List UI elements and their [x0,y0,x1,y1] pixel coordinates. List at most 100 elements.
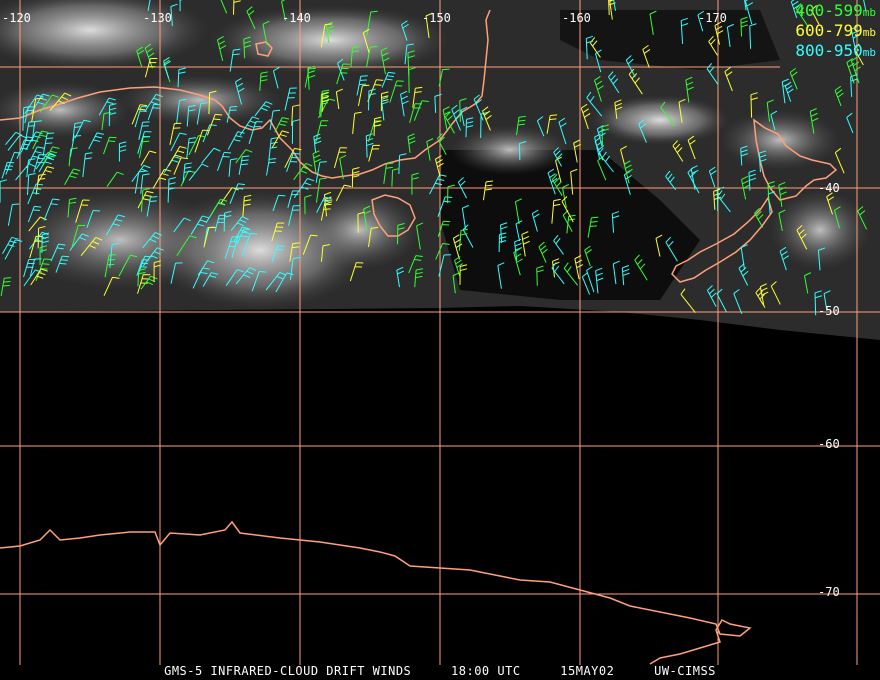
wind-barb-staff [595,270,599,294]
wind-barb-flag [597,155,604,162]
wind-barb-flag [153,97,161,101]
wind-barb-staff [137,270,140,287]
wind-barb-staff [140,275,152,290]
wind-barb-flag [184,166,192,169]
wind-barb-flag [517,123,525,126]
wind-barb-flag [460,268,468,272]
wind-barb-staff [186,138,190,159]
wind-barb-staff [146,197,151,217]
wind-barb-staff [383,163,387,184]
wind-barb-flag [760,283,767,288]
wind-barb-staff [365,135,368,158]
wind-barb-flag [789,67,796,73]
wind-barb-flag [236,82,244,88]
wind-barb-staff [20,136,28,153]
wind-barb-flag [540,245,547,251]
wind-barb-flag [47,155,55,158]
wind-barb-flag [148,52,155,58]
wind-barb-flag [596,277,604,282]
wind-barb-flag [243,274,251,279]
wind-barb-staff [586,270,595,293]
wind-barb-staff [289,243,294,262]
wind-barb-flag [460,233,468,236]
wind-barb-staff [452,238,460,260]
wind-barb-flag [218,40,226,45]
wind-barb-staff [724,71,733,92]
wind-barb-flag [52,198,60,201]
wind-barb-staff [131,165,145,182]
wind-barb-staff [367,120,376,142]
wind-barb-staff [438,69,444,87]
wind-barb-staff [566,216,570,234]
wind-barb-flag [594,133,602,138]
wind-barb-flag [69,201,77,204]
wind-barb-flag [314,158,321,163]
wind-barb-flag [304,194,312,198]
wind-barb-flag [421,100,429,102]
wind-barb-staff [216,152,225,171]
wind-barb-staff [400,94,405,117]
wind-barb-flag [59,262,67,265]
wind-barb-flag [408,136,416,141]
wind-barb-flag [45,155,53,160]
wind-barb-staff [789,72,798,90]
wind-barb-staff [381,99,385,121]
wind-barb-staff [336,63,345,81]
tasmania-coast [371,194,416,237]
wind-barb-flag [466,117,474,120]
wind-barb-flag [224,210,232,214]
wind-barb-staff [217,39,224,61]
wind-barb-staff [147,104,155,121]
wind-barb-staff [750,94,753,118]
caption-time: 18:00 UTC [451,664,521,678]
lon-label-170: -170 [698,11,727,25]
wind-barb-flag [586,35,594,39]
caption-product: GMS-5 INFRARED-CLOUD DRIFT WINDS [164,664,412,678]
wind-barb-staff [623,174,631,195]
wind-barb-flag [551,174,558,180]
wind-barb-flag [586,91,592,99]
wind-barb-staff [778,213,783,231]
wind-barb-flag [415,86,423,89]
wind-barb-staff [138,122,144,140]
wind-barb-staff [64,168,74,186]
wind-barb-staff [248,121,257,145]
wind-barb-staff [318,98,329,119]
wind-barb-flag [201,163,209,168]
wind-barb-flag [37,101,45,105]
wind-barb-flag [686,86,694,91]
wind-barb-flag [119,149,127,152]
wind-barb-flag [69,197,77,200]
wind-barb-flag [466,125,474,128]
wind-barb-flag [553,147,560,153]
wind-barb-flag [749,177,757,181]
wind-barb-staff [271,130,283,148]
wind-barb-staff [254,101,267,117]
wind-barb-flag [589,225,597,228]
wind-barb-flag [178,71,186,74]
wind-barb-flag [407,133,415,137]
wind-barb-flag [34,187,42,190]
wind-barb-flag [483,110,491,116]
wind-barb-flag [851,30,859,35]
wind-barb-staff [236,228,245,245]
wind-barb-staff [621,267,625,286]
wind-barb-flag [834,85,842,91]
wind-barb-flag [625,175,632,180]
wind-barb-staff [281,1,286,21]
wind-barb-staff [473,98,484,121]
wind-barb-staff [271,245,278,263]
wind-barb-flag [625,164,632,169]
wind-barb-staff [228,159,232,177]
wind-barb-staff [103,277,113,296]
wind-barb-staff [638,123,647,143]
wind-barb-flag [436,159,443,164]
wind-barb-flag [459,98,467,102]
wind-barb-flag [231,187,239,191]
wind-barb-staff [850,60,860,84]
wind-barb-staff [853,48,864,66]
wind-barb-flag [586,40,594,44]
wind-barb-flag [741,175,749,180]
wind-barb-flag [34,205,42,208]
wind-barb-staff [690,168,696,190]
